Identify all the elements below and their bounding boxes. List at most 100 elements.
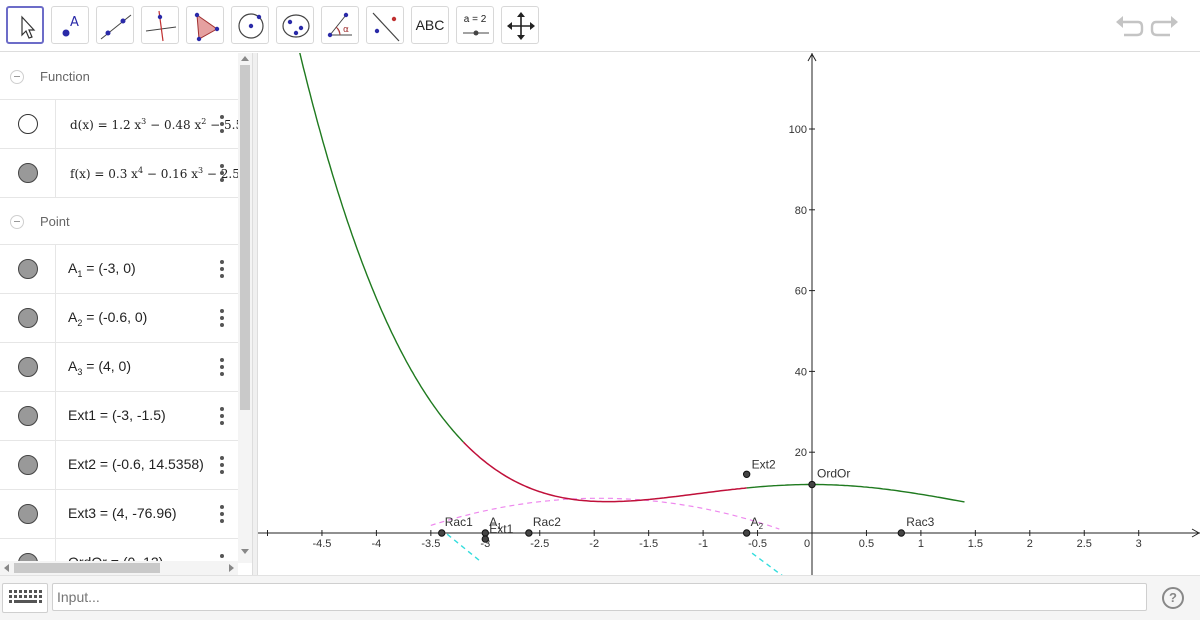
rac3-point[interactable] — [897, 529, 905, 537]
point-definition: Ext3 = (4, -76.96) — [68, 505, 177, 521]
a1-point[interactable] — [481, 529, 490, 537]
line-tool[interactable] — [96, 6, 134, 44]
move-graphics-tool[interactable] — [501, 6, 539, 44]
scrollbar-thumb[interactable] — [14, 563, 160, 573]
angle-tool[interactable]: α — [321, 6, 359, 44]
curve-f — [299, 53, 465, 443]
redo-icon[interactable] — [1150, 12, 1180, 40]
label-ext1: Ext1 — [489, 522, 513, 536]
y-tick-label: 80 — [795, 205, 807, 217]
scrollbar-thumb[interactable] — [240, 65, 250, 410]
rac1-point[interactable] — [438, 529, 446, 537]
undo-icon[interactable] — [1114, 12, 1144, 40]
more-options-icon[interactable] — [218, 406, 226, 426]
x-tick-label: -2 — [589, 538, 599, 550]
algebra-row-point-a3[interactable]: A3 = (4, 0) — [0, 343, 238, 392]
algebra-row-point-ext3[interactable]: Ext3 = (4, -76.96) — [0, 490, 238, 539]
text-icon: ABC — [415, 17, 445, 33]
group-header-point[interactable]: Point — [0, 198, 238, 245]
more-options-icon[interactable] — [218, 259, 226, 279]
function-definition: d(x) = 1.2 x3 − 0.48 x2 − 5.5 — [70, 117, 238, 132]
visibility-toggle[interactable] — [18, 114, 38, 134]
axes: -4.5 -4 -3.5 -3 -2.5 -2 -1.5 -1 -0.5 0 0.5 1 1.5 2 2.5… — [258, 53, 1200, 575]
ext1-point[interactable] — [481, 535, 490, 543]
more-options-icon[interactable] — [218, 357, 226, 377]
algebra-horizontal-scrollbar[interactable] — [0, 561, 238, 575]
scroll-arrows-icon — [241, 56, 249, 554]
curve-f — [746, 483, 965, 503]
label-a1: A — [489, 515, 497, 529]
x-tick-label: -3.5 — [421, 538, 440, 550]
ext2-point[interactable] — [742, 470, 751, 478]
keyboard-button[interactable] — [2, 583, 48, 613]
svg-text:α: α — [343, 25, 349, 35]
algebra-row-function-f[interactable]: f(x) = 0.3 x4 − 0.16 x3 − 2.56 — [0, 149, 238, 198]
input-field[interactable] — [52, 583, 1147, 611]
x-tick-label: -4 — [372, 538, 382, 550]
visibility-toggle[interactable] — [18, 259, 38, 279]
more-options-icon[interactable] — [218, 308, 226, 328]
line-icon — [100, 14, 132, 40]
collapse-icon[interactable] — [10, 70, 24, 84]
x-tick-label: 2.5 — [1077, 538, 1092, 550]
algebra-row-point-ext1[interactable]: Ext1 = (-3, -1.5) — [0, 392, 238, 441]
x-tick-label: 0 — [804, 538, 810, 550]
reflect-tool[interactable] — [366, 6, 404, 44]
visibility-toggle[interactable] — [18, 455, 38, 475]
point-tool[interactable]: A — [51, 6, 89, 44]
algebra-row-point-ext2[interactable]: Ext2 = (-0.6, 14.5358) — [0, 441, 238, 490]
conic-tool[interactable] — [276, 6, 314, 44]
polygon-tool[interactable] — [186, 6, 224, 44]
input-bar: ? — [0, 575, 1200, 620]
algebra-row-function-d[interactable]: d(x) = 1.2 x3 − 0.48 x2 − 5.5 — [0, 100, 238, 149]
more-options-icon[interactable] — [218, 504, 226, 524]
x-tick-label: -3 — [480, 538, 490, 550]
x-axis-arrow — [1191, 528, 1200, 538]
reflect-icon — [372, 12, 400, 42]
x-tick-label: -1.5 — [639, 538, 658, 550]
more-options-icon[interactable] — [218, 163, 226, 183]
text-tool[interactable]: ABC — [411, 6, 449, 44]
perpendicular-tool[interactable] — [141, 6, 179, 44]
visibility-toggle[interactable] — [18, 163, 38, 183]
label-ordor: OrdOr — [817, 467, 850, 481]
x-tick-label: -0.5 — [748, 538, 767, 550]
visibility-toggle[interactable] — [18, 308, 38, 328]
circle-tool[interactable] — [231, 6, 269, 44]
circle-center-icon — [238, 13, 264, 39]
y-tick-label: 100 — [789, 124, 807, 136]
algebra-row-point-a2[interactable]: A2 = (-0.6, 0) — [0, 294, 238, 343]
view-divider[interactable] — [252, 53, 258, 575]
label-a2-sub: 2 — [759, 522, 764, 531]
visibility-toggle[interactable] — [18, 357, 38, 377]
point-definition: Ext1 = (-3, -1.5) — [68, 407, 166, 423]
group-header-function[interactable]: Function — [0, 53, 238, 100]
label-rac2: Rac2 — [533, 515, 561, 529]
label-rac1: Rac1 — [445, 515, 473, 529]
more-options-icon[interactable] — [218, 114, 226, 134]
graph-canvas[interactable]: -4.5 -4 -3.5 -3 -2.5 -2 -1.5 -1 -0.5 0 0.5 1 1.5 2 2.5… — [258, 53, 1200, 575]
point-definition: A2 = (-0.6, 0) — [68, 309, 148, 328]
x-tick-label: 1.5 — [968, 538, 983, 550]
visibility-toggle[interactable] — [18, 406, 38, 426]
a2-point[interactable] — [742, 529, 751, 537]
curve-segment — [462, 441, 747, 503]
rac2-point[interactable] — [525, 529, 533, 537]
slider-tool[interactable]: a = 2 — [456, 6, 494, 44]
move-tool[interactable] — [6, 6, 44, 44]
help-icon[interactable]: ? — [1162, 587, 1184, 609]
x-tick-label: -2.5 — [530, 538, 549, 550]
visibility-toggle[interactable] — [18, 504, 38, 524]
algebra-row-point-a1[interactable]: A1 = (-3, 0) — [0, 245, 238, 294]
x-tick-label: -4.5 — [312, 538, 331, 550]
y-tick-label: 20 — [795, 447, 807, 459]
points[interactable] — [438, 470, 905, 543]
point-definition: A1 = (-3, 0) — [68, 260, 136, 279]
ordor-point[interactable] — [808, 480, 816, 489]
group-label: Point — [40, 214, 70, 229]
collapse-icon[interactable] — [10, 215, 24, 229]
algebra-vertical-scrollbar[interactable] — [238, 53, 252, 563]
graphics-view[interactable]: -4.5 -4 -3.5 -3 -2.5 -2 -1.5 -1 -0.5 0 0.5 1 1.5 2 2.5… — [258, 53, 1200, 575]
y-tick-label: 40 — [795, 366, 807, 378]
more-options-icon[interactable] — [218, 455, 226, 475]
